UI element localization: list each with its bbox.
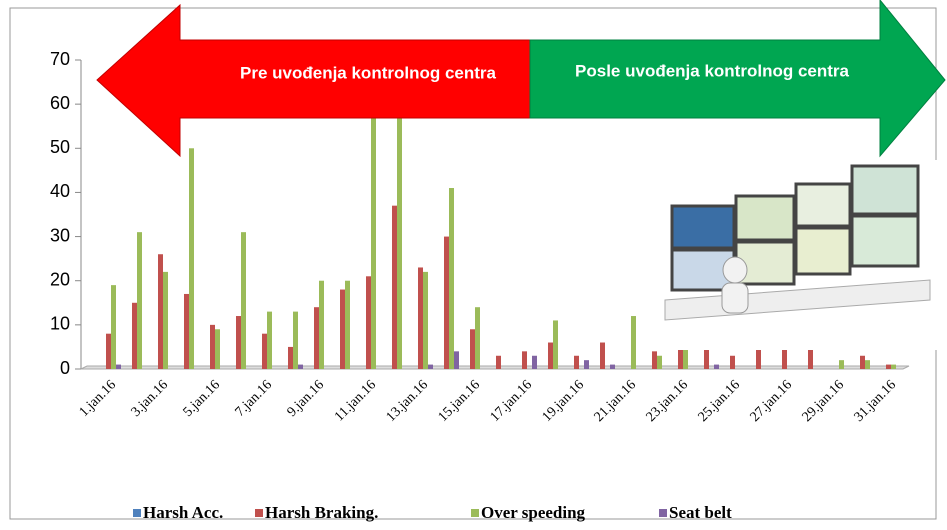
legend-label: Harsh Acc. [143,503,223,522]
bar [319,281,324,369]
bar [158,254,163,369]
bar [106,334,111,369]
bar [314,307,319,369]
y-tick-label: 10 [50,314,70,334]
bar [184,294,189,369]
bar [366,276,371,369]
bar [532,356,537,369]
legend-label: Harsh Braking. [265,503,378,522]
bar [189,148,194,369]
y-tick-label: 40 [50,181,70,201]
bar [548,343,553,369]
control-room-illustration [655,160,937,350]
bar [116,365,121,369]
y-tick-label: 70 [50,49,70,69]
bar [522,351,527,369]
bar [262,334,267,369]
bar [210,325,215,369]
bar [298,365,303,369]
annotation: Pre uvođenja kontrolnog centra [240,63,497,82]
bar [860,356,865,369]
bar [470,329,475,369]
y-tick-label: 60 [50,93,70,113]
legend-swatch [255,509,263,517]
bar [392,206,397,369]
bar [137,232,142,369]
bar [475,307,480,369]
bar [631,316,636,369]
bar [584,360,589,369]
annotation: Posle uvođenja kontrolnog centra [575,61,849,80]
bar [132,303,137,369]
y-tick-label: 0 [60,358,70,378]
bar [454,351,459,369]
bar [678,347,683,369]
bar [241,232,246,369]
bar [496,356,501,369]
y-tick-label: 30 [50,225,70,245]
bar [345,281,350,369]
bar [652,351,657,369]
legend-swatch [471,509,479,517]
bar [449,188,454,369]
bar [891,365,896,369]
bar [839,360,844,369]
bar [610,365,615,369]
bar [553,320,558,369]
bar [236,316,241,369]
bar [730,356,735,369]
bar [657,356,662,369]
bar [163,272,168,369]
legend-label: Over speeding [481,503,586,522]
bar [423,272,428,369]
chart: 0102030405060701.jan.163.jan.165.jan.167… [0,0,947,530]
legend-swatch [133,509,141,517]
bar [574,356,579,369]
bar [111,285,116,369]
bar [267,312,272,369]
bar [428,365,433,369]
y-tick-label: 50 [50,137,70,157]
bar [444,237,449,369]
bar [865,360,870,369]
legend-label: Seat belt [669,503,732,522]
bar [418,267,423,369]
bar [371,82,376,369]
legend-swatch [659,509,667,517]
bar [714,365,719,369]
bar [288,347,293,369]
bar [215,329,220,369]
bar [293,312,298,369]
y-tick-label: 20 [50,269,70,289]
bar [886,365,891,369]
bar [340,290,345,369]
bar [600,343,605,369]
